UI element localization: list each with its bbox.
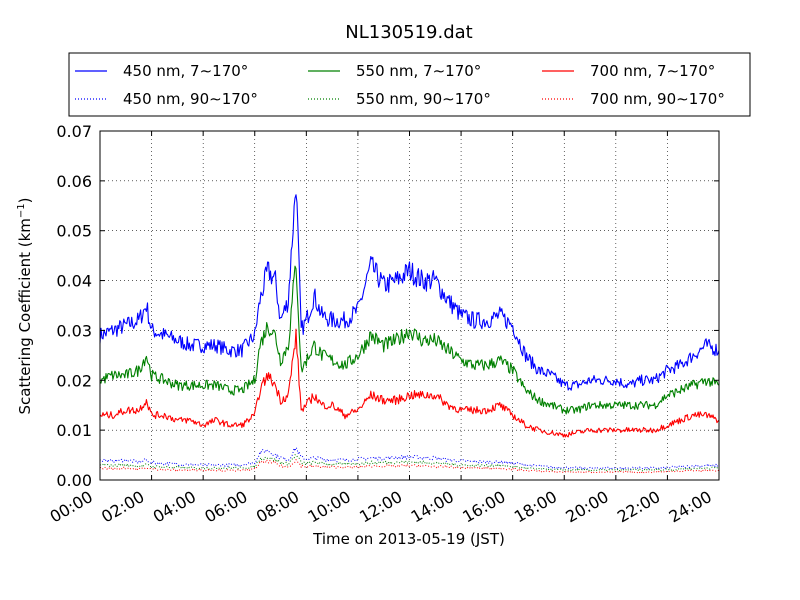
- x-tick-label: 18:00: [511, 487, 560, 527]
- x-tick-label: 22:00: [614, 487, 663, 527]
- legend-label-3: 550 nm, 90∼170°: [356, 90, 491, 108]
- x-tick-label: 16:00: [459, 487, 508, 527]
- x-tick-label: 02:00: [98, 487, 147, 527]
- series-line-5: [99, 459, 720, 474]
- y-tick-label: 0.00: [56, 471, 92, 490]
- x-tick-label: 08:00: [253, 487, 302, 527]
- y-axis-label: Scattering Coefficient (km−1): [16, 197, 34, 414]
- series-layer: [99, 194, 720, 474]
- series-line-1: [99, 447, 720, 470]
- y-axis-label-main: Scattering Coefficient (km: [16, 218, 34, 414]
- legend-label-5: 700 nm, 90∼170°: [590, 90, 725, 108]
- y-tick-label: 0.07: [56, 122, 92, 141]
- y-tick-label: 0.03: [56, 321, 92, 340]
- y-axis-label-close: ): [16, 197, 34, 203]
- y-tick-label: 0.06: [56, 172, 92, 191]
- y-tick-label: 0.05: [56, 222, 92, 241]
- legend-label-0: 450 nm, 7∼170°: [123, 62, 248, 80]
- x-axis-label: Time on 2013-05-19 (JST): [312, 530, 505, 548]
- legend-box: [68, 52, 751, 117]
- x-tick-label: 10:00: [304, 487, 353, 527]
- y-tick-label: 0.01: [56, 421, 92, 440]
- plot-frame: [99, 130, 720, 481]
- series-line-4: [99, 328, 720, 438]
- y-tick-label: 0.04: [56, 272, 92, 291]
- series-line-0: [99, 194, 720, 391]
- series-line-2: [99, 265, 720, 415]
- x-tick-label: 00:00: [47, 487, 96, 527]
- plot-background: [100, 131, 719, 480]
- legend-label-1: 450 nm, 90∼170°: [123, 90, 258, 108]
- x-tick-label: 04:00: [150, 487, 199, 527]
- x-tick-label: 06:00: [201, 487, 250, 527]
- y-tick-label: 0.02: [56, 371, 92, 390]
- x-tick-label: 24:00: [666, 487, 715, 527]
- chart-title: NL130519.dat: [345, 22, 472, 43]
- legend-label-4: 700 nm, 7∼170°: [590, 62, 715, 80]
- legend: 450 nm, 7∼170° 450 nm, 90∼170° 550 nm, 7∼1…: [68, 52, 751, 117]
- y-axis-label-exponent: −1: [16, 203, 27, 218]
- legend-label-2: 550 nm, 7∼170°: [356, 62, 481, 80]
- x-tick-label: 14:00: [408, 487, 457, 527]
- x-tick-label: 12:00: [356, 487, 405, 527]
- x-tick-label: 20:00: [562, 487, 611, 527]
